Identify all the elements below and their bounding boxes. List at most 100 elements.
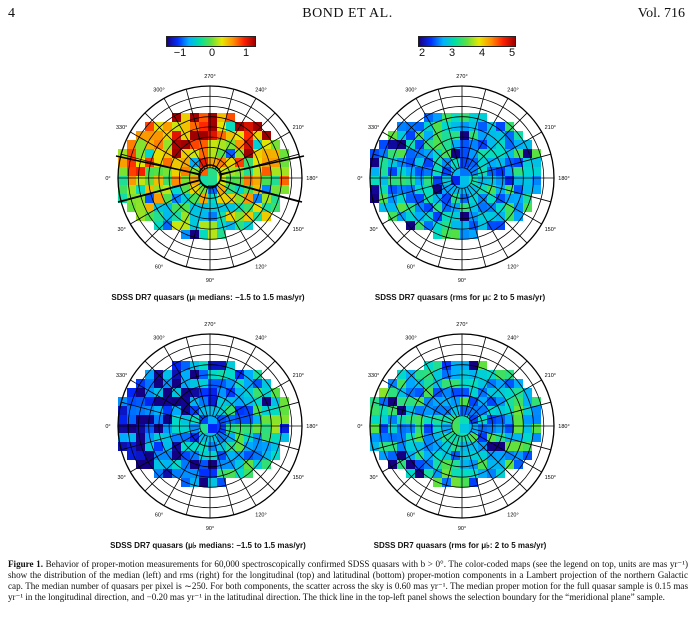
longitude-spoke	[185, 89, 208, 169]
map-pixel	[235, 469, 244, 478]
angle-label: 210°	[293, 125, 304, 131]
longitude-spoke	[185, 337, 208, 417]
map-pixel	[199, 379, 208, 388]
map-pixel	[145, 149, 154, 158]
map-pixel	[379, 140, 388, 149]
map-pixel	[487, 185, 496, 194]
map-pixel	[145, 203, 154, 212]
map-pixel	[208, 149, 217, 158]
map-pixel	[208, 361, 217, 370]
map-pixel	[433, 140, 442, 149]
map-pixel	[172, 424, 181, 433]
map-pixel	[244, 122, 253, 131]
map-pixel	[253, 194, 262, 203]
map-pixel	[280, 433, 289, 442]
angle-label: 330°	[368, 125, 379, 131]
map-pixel	[217, 469, 226, 478]
map-pixel	[451, 478, 460, 487]
map-pixel	[406, 433, 415, 442]
angle-label: 180°	[306, 424, 317, 430]
map-pixel	[163, 415, 172, 424]
map-pixel	[190, 122, 199, 131]
map-pixel	[487, 397, 496, 406]
map-pixel	[262, 203, 271, 212]
map-pixel	[271, 397, 280, 406]
map-pixel	[397, 370, 406, 379]
map-pixel	[505, 388, 514, 397]
longitude-spoke	[468, 112, 528, 172]
map-pixel	[469, 424, 478, 433]
map-pixel	[235, 415, 244, 424]
map-pixel	[478, 221, 487, 230]
map-pixel	[469, 149, 478, 158]
map-pixel	[424, 415, 433, 424]
map-pixel	[235, 212, 244, 221]
map-pixel	[478, 167, 487, 176]
map-pixel	[397, 167, 406, 176]
map-pixel	[127, 442, 136, 451]
map-pixel	[388, 460, 397, 469]
map-pixel	[388, 388, 397, 397]
map-pixel	[505, 424, 514, 433]
map-pixel	[190, 221, 199, 230]
map-pixel	[379, 176, 388, 185]
map-pixel	[514, 415, 523, 424]
map-pixel	[460, 203, 469, 212]
map-pixel	[424, 203, 433, 212]
map-pixel	[154, 433, 163, 442]
map-pixel	[280, 397, 289, 406]
map-pixel	[127, 185, 136, 194]
map-pixel	[460, 469, 469, 478]
map-pixel	[271, 140, 280, 149]
map-pixel	[244, 451, 253, 460]
map-pixel	[451, 113, 460, 122]
map-pixel	[505, 176, 514, 185]
map-pixel	[172, 176, 181, 185]
map-pixel	[199, 113, 208, 122]
longitude-spoke	[373, 180, 453, 203]
map-pixel	[415, 442, 424, 451]
map-pixel	[370, 167, 379, 176]
map-pixel	[433, 388, 442, 397]
map-pixel	[208, 370, 217, 379]
map-pixel	[451, 406, 460, 415]
map-pixel	[451, 194, 460, 203]
map-pixel	[208, 176, 217, 185]
map-pixel	[154, 149, 163, 158]
map-pixel	[253, 131, 262, 140]
map-pixel	[199, 388, 208, 397]
angle-label: 240°	[507, 88, 518, 94]
longitude-spoke	[218, 182, 290, 225]
map-pixel	[433, 194, 442, 203]
map-pixel	[433, 212, 442, 221]
map-pixel	[190, 167, 199, 176]
map-pixel	[136, 185, 145, 194]
map-pixel	[424, 185, 433, 194]
map-pixel	[226, 415, 235, 424]
longitude-spoke	[415, 98, 458, 170]
map-pixel	[496, 122, 505, 131]
angle-label: 150°	[293, 227, 304, 233]
map-pixel	[496, 149, 505, 158]
map-pixel	[199, 406, 208, 415]
map-pixel	[514, 379, 523, 388]
map-pixel	[136, 203, 145, 212]
map-pixel	[478, 158, 487, 167]
map-pixel	[208, 140, 217, 149]
map-pixel	[253, 415, 262, 424]
map-pixel	[415, 469, 424, 478]
map-pixel	[415, 122, 424, 131]
map-pixel	[154, 469, 163, 478]
panel-title-top-left: SDSS DR7 quasars (μₗ medians: −1.5 to 1.…	[111, 293, 305, 302]
longitude-spoke	[144, 184, 204, 244]
angle-label: 30°	[118, 227, 126, 233]
map-pixel	[442, 433, 451, 442]
map-pixel	[460, 415, 469, 424]
map-pixel	[496, 176, 505, 185]
map-pixel	[154, 415, 163, 424]
map-pixel	[433, 469, 442, 478]
map-pixel	[487, 442, 496, 451]
angle-label: 300°	[405, 336, 416, 342]
angle-label: 150°	[545, 227, 556, 233]
angle-label: 300°	[405, 88, 416, 94]
